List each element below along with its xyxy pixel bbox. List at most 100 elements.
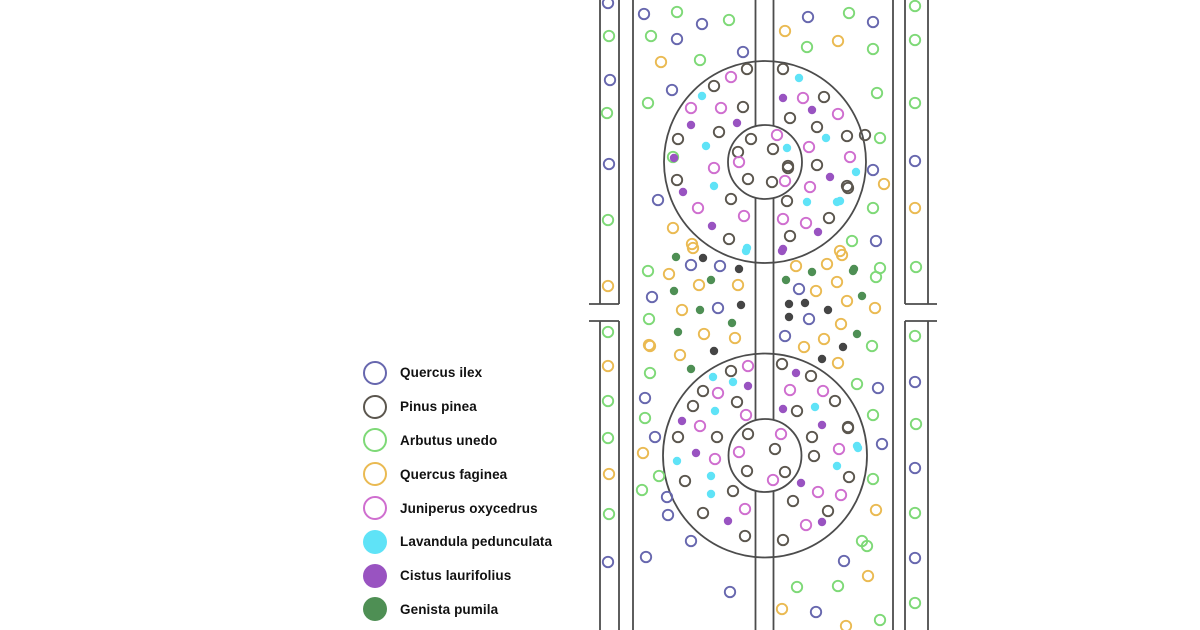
plant-marker-jo bbox=[816, 384, 830, 398]
plant-marker-qi bbox=[908, 461, 922, 475]
legend-row-lp: Lavandula pedunculata bbox=[363, 525, 552, 559]
plant-marker-jo bbox=[803, 180, 817, 194]
plant-marker-dd bbox=[817, 354, 827, 364]
plant-marker-qf bbox=[666, 221, 680, 235]
plant-marker-qf bbox=[840, 294, 854, 308]
plant-marker-au bbox=[638, 411, 652, 425]
plant-marker-qi bbox=[801, 10, 815, 24]
plant-marker-qf bbox=[817, 332, 831, 346]
legend-label: Pinus pinea bbox=[400, 399, 477, 415]
plant-marker-pp bbox=[712, 125, 726, 139]
plant-marker-qf bbox=[662, 267, 676, 281]
plant-marker-dd bbox=[734, 264, 744, 274]
plant-marker-qi bbox=[603, 73, 617, 87]
legend-label: Lavandula pedunculata bbox=[400, 534, 553, 550]
plant-marker-qf bbox=[868, 301, 882, 315]
plant-marker-gp bbox=[852, 329, 862, 339]
plant-marker-au bbox=[909, 260, 923, 274]
plant-marker-qf bbox=[834, 317, 848, 331]
legend-swatch-jo-icon bbox=[363, 496, 387, 521]
plant-marker-au bbox=[643, 366, 657, 380]
plant-marker-au bbox=[644, 29, 658, 43]
plant-marker-qi bbox=[908, 154, 922, 168]
plant-marker-au bbox=[908, 596, 922, 610]
plant-marker-jo bbox=[776, 212, 790, 226]
plant-marker-pp bbox=[781, 161, 795, 175]
plant-marker-lp bbox=[832, 197, 842, 207]
plant-marker-jo bbox=[774, 427, 788, 441]
plant-marker-qf bbox=[601, 279, 615, 293]
plant-marker-qi bbox=[684, 534, 698, 548]
plant-marker-jo bbox=[770, 128, 784, 142]
plant-marker-jo bbox=[834, 488, 848, 502]
plant-marker-qi bbox=[684, 258, 698, 272]
plant-marker-jo bbox=[766, 473, 780, 487]
plant-marker-gp bbox=[706, 275, 716, 285]
plant-marker-au bbox=[601, 431, 615, 445]
plant-marker-jo bbox=[832, 442, 846, 456]
plant-marker-jo bbox=[707, 161, 721, 175]
plant-marker-pp bbox=[722, 232, 736, 246]
plant-marker-cl bbox=[791, 368, 801, 378]
legend-swatch-qi-icon bbox=[363, 360, 387, 385]
plant-marker-gp bbox=[807, 267, 817, 277]
plant-marker-pp bbox=[828, 394, 842, 408]
plant-marker-jo bbox=[732, 445, 746, 459]
plant-marker-au bbox=[908, 0, 922, 13]
plant-marker-au bbox=[601, 213, 615, 227]
plant-marker-pp bbox=[710, 430, 724, 444]
legend-swatch-pp-icon bbox=[363, 394, 387, 419]
plant-marker-au bbox=[600, 106, 614, 120]
plant-marker-au bbox=[601, 325, 615, 339]
plant-marker-qi bbox=[908, 551, 922, 565]
plant-marker-pp bbox=[783, 229, 797, 243]
plant-marker-gp bbox=[781, 275, 791, 285]
plant-marker-qf bbox=[601, 359, 615, 373]
plant-marker-pp bbox=[817, 90, 831, 104]
plant-marker-pp bbox=[738, 529, 752, 543]
plant-marker-au bbox=[873, 131, 887, 145]
plant-marker-pp bbox=[707, 79, 721, 93]
plant-marker-qf bbox=[908, 201, 922, 215]
plant-marker-qi bbox=[670, 32, 684, 46]
plant-marker-pp bbox=[804, 369, 818, 383]
plant-marker-jo bbox=[708, 452, 722, 466]
plant-marker-lp bbox=[853, 443, 863, 453]
plant-marker-qf bbox=[831, 356, 845, 370]
plan-ring-circle bbox=[662, 352, 868, 559]
plant-marker-gp bbox=[671, 252, 681, 262]
plant-marker-qf bbox=[861, 569, 875, 583]
plant-marker-pp bbox=[842, 470, 856, 484]
plant-marker-pp bbox=[783, 111, 797, 125]
plant-marker-dd bbox=[784, 299, 794, 309]
plant-marker-qf bbox=[797, 340, 811, 354]
plant-marker-gp bbox=[669, 286, 679, 296]
plant-marker-pp bbox=[670, 173, 684, 187]
plant-marker-au bbox=[865, 339, 879, 353]
plant-marker-gp bbox=[848, 266, 858, 276]
plant-marker-pp bbox=[696, 506, 710, 520]
plant-marker-qi bbox=[869, 234, 883, 248]
plant-marker-cl bbox=[777, 246, 787, 256]
plant-marker-au bbox=[641, 96, 655, 110]
plant-marker-pp bbox=[740, 62, 754, 76]
plant-marker-qi bbox=[661, 508, 675, 522]
plant-marker-au bbox=[908, 33, 922, 47]
plant-marker-qi bbox=[638, 391, 652, 405]
plant-marker-pp bbox=[724, 364, 738, 378]
plant-marker-qf bbox=[654, 55, 668, 69]
plant-marker-cl bbox=[813, 227, 823, 237]
species-legend: Quercus ilex Pinus pinea Arbutus unedo Quer… bbox=[363, 356, 552, 626]
legend-swatch-lp-icon bbox=[363, 529, 387, 554]
plant-marker-qf bbox=[636, 446, 650, 460]
plant-marker-pp bbox=[768, 442, 782, 456]
plant-marker-dd bbox=[736, 300, 746, 310]
plant-marker-pp bbox=[822, 211, 836, 225]
plant-marker-jo bbox=[711, 386, 725, 400]
plant-marker-pp bbox=[786, 494, 800, 508]
plant-marker-qf bbox=[830, 275, 844, 289]
plant-marker-pp bbox=[744, 132, 758, 146]
plant-marker-cl bbox=[817, 420, 827, 430]
plant-marker-au bbox=[831, 579, 845, 593]
legend-label: Genista pumila bbox=[400, 601, 499, 617]
